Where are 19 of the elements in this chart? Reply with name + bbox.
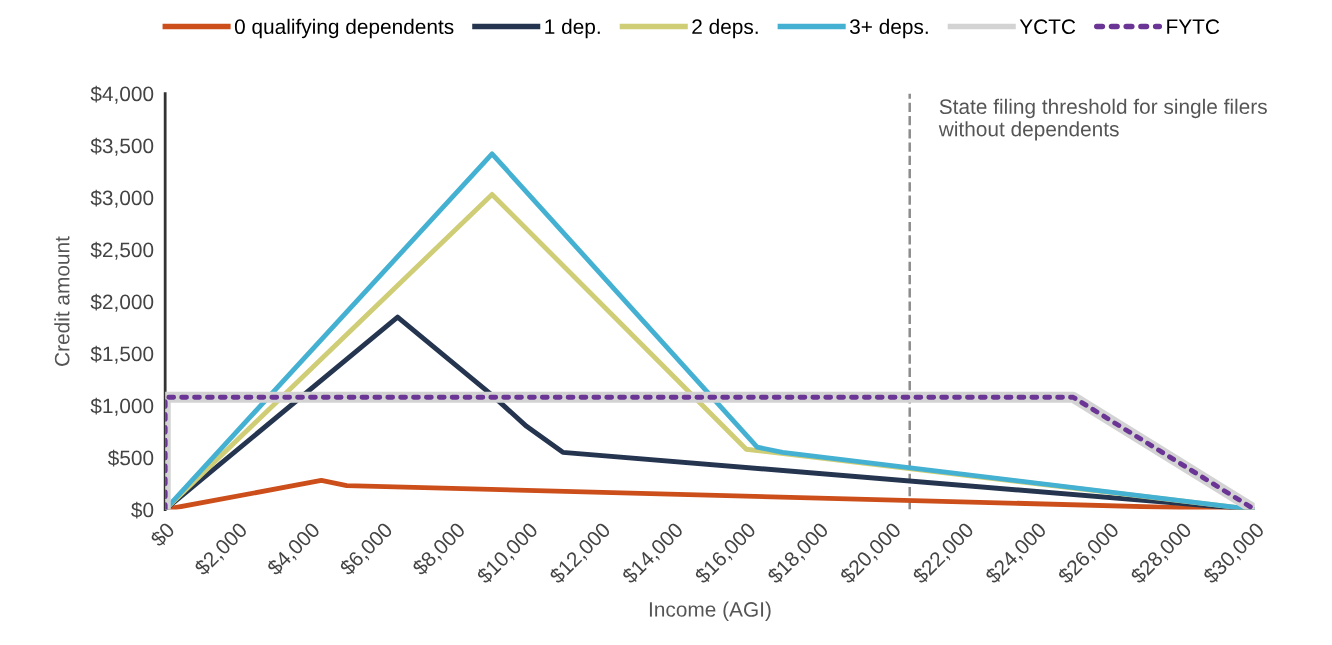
y-tick-label: $2,500 — [90, 241, 154, 260]
y-tick-label: $3,000 — [90, 189, 154, 208]
y-axis-title: Credit amount — [54, 236, 70, 366]
legend-label: 1 dep. — [545, 18, 600, 39]
y-tick-label: $2,000 — [90, 293, 154, 312]
x-axis-title: Income (AGI) — [649, 601, 771, 621]
legend-label: 2 deps. — [692, 18, 758, 39]
x-tick-label: $0 — [148, 521, 177, 549]
y-tick-label: $500 — [107, 449, 154, 467]
ref-line-label: State filing threshold for single filers without dependents — [938, 98, 1267, 141]
legend-label: 3+ deps. — [849, 18, 928, 39]
y-tick-label: $1,000 — [90, 397, 154, 416]
y-tick-label: $4,000 — [90, 85, 154, 104]
y-tick-label: $0 — [131, 501, 154, 519]
legend-label: 0 qualifying dependents — [234, 18, 454, 39]
y-tick-label: $1,500 — [90, 345, 154, 364]
legend-label: YCTC — [1019, 19, 1076, 35]
legend-label: FYTC — [1167, 19, 1220, 35]
y-tick-label: $3,500 — [90, 137, 154, 156]
